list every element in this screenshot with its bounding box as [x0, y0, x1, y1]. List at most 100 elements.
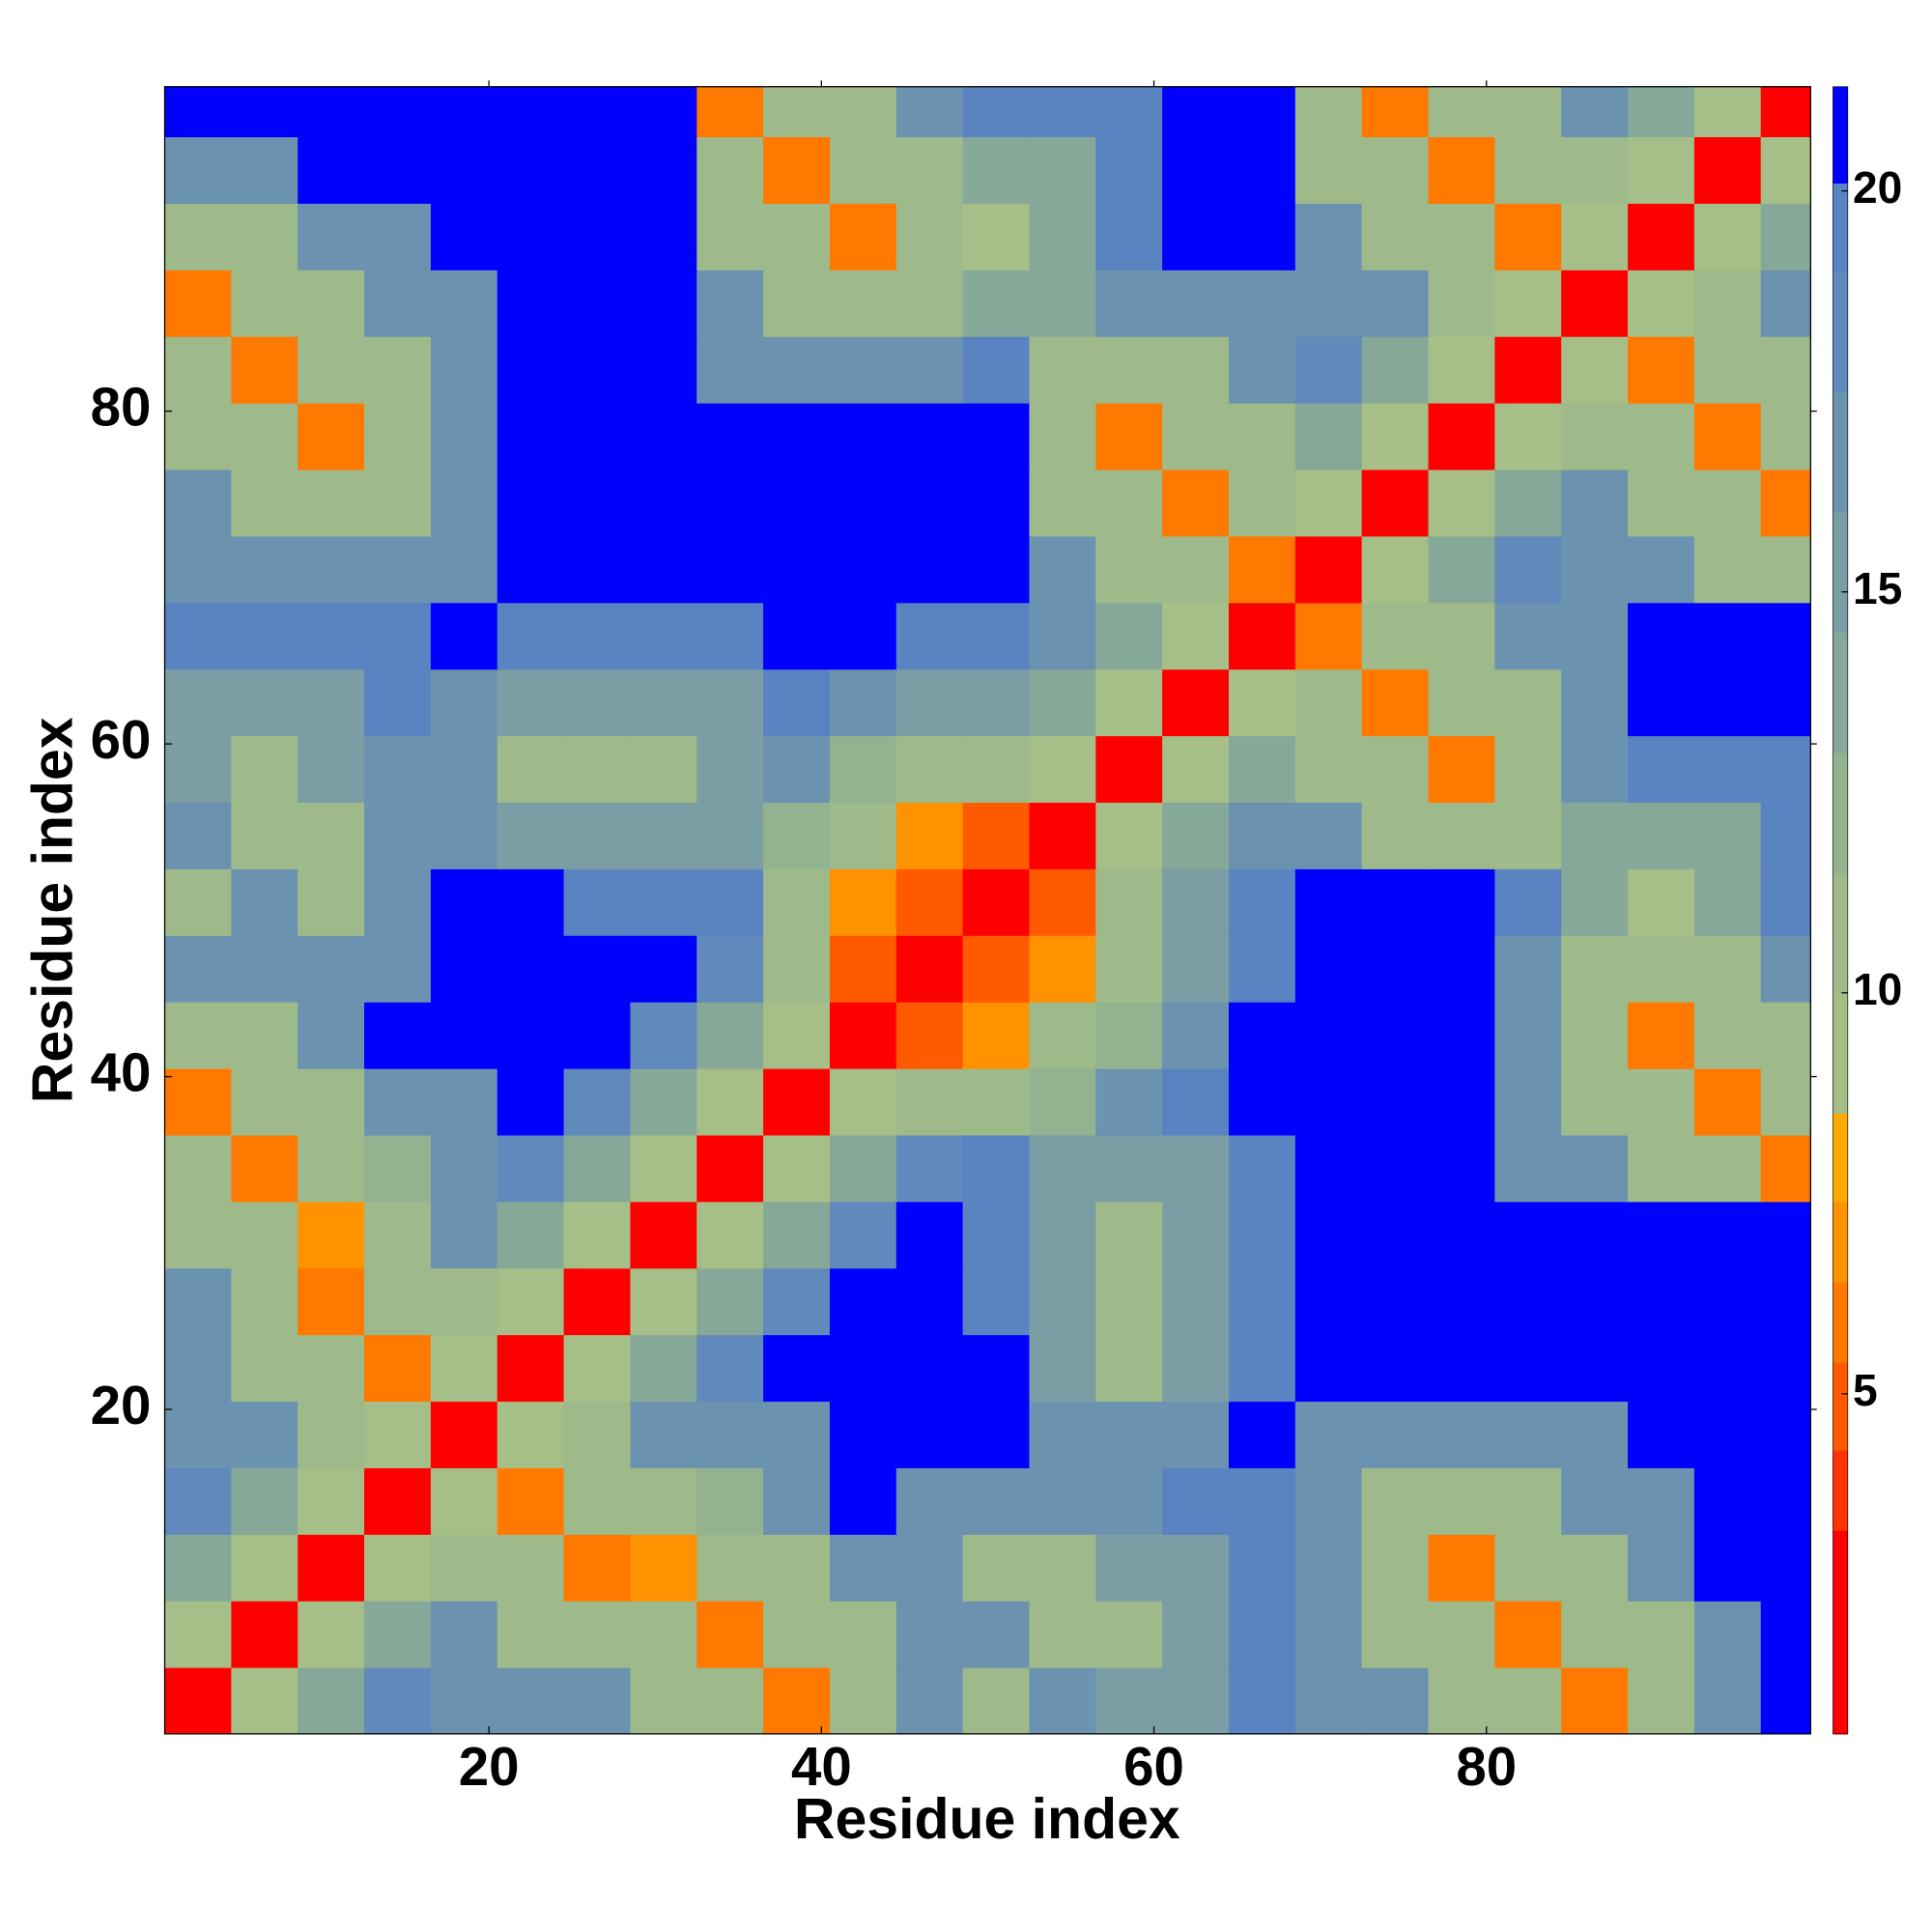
heatmap-cell	[696, 802, 764, 869]
heatmap-cell	[763, 1267, 831, 1336]
heatmap-cell	[895, 935, 964, 1003]
heatmap-cell	[1760, 1067, 1811, 1136]
heatmap-cell	[364, 402, 432, 470]
heatmap-cell	[829, 86, 897, 138]
heatmap-cell	[1693, 270, 1762, 337]
heatmap-cell	[1428, 270, 1495, 337]
heatmap-cell	[364, 535, 432, 604]
heatmap-cell	[430, 1067, 498, 1136]
heatmap-cell	[696, 735, 764, 803]
heatmap-cell	[895, 136, 964, 204]
heatmap-cell	[1428, 735, 1495, 803]
heatmap-cell	[563, 402, 632, 470]
heatmap-cell	[1628, 1401, 1695, 1468]
heatmap-cell	[1095, 1267, 1163, 1336]
heatmap-cell	[1561, 203, 1629, 270]
heatmap-cell	[430, 469, 498, 537]
heatmap-cell	[497, 1601, 565, 1668]
heatmap-cell	[497, 735, 565, 803]
heatmap-cell	[1294, 602, 1363, 670]
heatmap-cell	[962, 935, 1031, 1003]
heatmap-cell	[563, 602, 632, 670]
heatmap-cell	[1361, 668, 1430, 737]
heatmap-cell	[1494, 1401, 1562, 1468]
heatmap-cell	[829, 1467, 897, 1535]
heatmap-cell	[630, 270, 697, 337]
heatmap-cell	[430, 1601, 498, 1668]
heatmap-cell	[962, 802, 1031, 869]
heatmap-cell	[1029, 1067, 1096, 1136]
heatmap-cell	[1693, 1666, 1762, 1735]
heatmap-cell	[895, 469, 964, 537]
heatmap-cell	[696, 668, 764, 737]
heatmap-cell	[164, 1601, 232, 1668]
heatmap-cell	[1294, 802, 1363, 869]
heatmap-cell	[962, 1002, 1031, 1069]
heatmap-cell	[1561, 1002, 1629, 1069]
heatmap-cell	[1561, 1666, 1629, 1735]
heatmap-cell	[763, 1666, 831, 1735]
heatmap-cell	[829, 270, 897, 337]
heatmap-cell	[630, 1601, 697, 1668]
heatmap-cell	[630, 469, 697, 537]
heatmap-cell	[1228, 136, 1296, 204]
heatmap-cell	[1361, 1467, 1430, 1535]
heatmap-cell	[298, 336, 365, 404]
heatmap-cell	[364, 1267, 432, 1336]
heatmap-cell	[1561, 935, 1629, 1003]
heatmap-cell	[1294, 1067, 1363, 1136]
heatmap-cell	[430, 1201, 498, 1269]
heatmap-cell	[497, 270, 565, 337]
heatmap-cell	[1628, 1134, 1695, 1203]
heatmap-cell	[1693, 1067, 1762, 1136]
y-tick-label: 40	[91, 1041, 152, 1102]
heatmap-cell	[497, 86, 565, 138]
heatmap-cell	[1029, 1534, 1096, 1602]
colorbar-band	[1833, 391, 1848, 513]
heatmap-cell	[298, 1002, 365, 1069]
heatmap-cell	[430, 1534, 498, 1602]
heatmap-cell	[1628, 402, 1695, 470]
heatmap-cell	[1561, 802, 1629, 869]
heatmap-cell	[1693, 1201, 1762, 1269]
heatmap-cell	[962, 1201, 1031, 1269]
heatmap-cell	[1162, 602, 1230, 670]
heatmap-cell	[231, 1067, 298, 1136]
heatmap-cell	[1693, 935, 1762, 1003]
colorbar-tick-label: 15	[1853, 563, 1902, 613]
heatmap-cell	[1494, 1601, 1562, 1668]
heatmap-cell	[1760, 868, 1811, 936]
heatmap-cell	[1561, 136, 1629, 204]
heatmap-cell	[231, 935, 298, 1003]
heatmap-cell	[430, 602, 498, 670]
heatmap-cell	[696, 1601, 764, 1668]
heatmap-cell	[696, 535, 764, 604]
heatmap-cell	[895, 668, 964, 737]
heatmap-cell	[630, 802, 697, 869]
heatmap-cell	[1760, 602, 1811, 670]
heatmap-cell	[1628, 1002, 1695, 1069]
heatmap-cell	[298, 535, 365, 604]
heatmap-cell	[1561, 402, 1629, 470]
heatmap-cell	[430, 1467, 498, 1535]
heatmap-cell	[1294, 270, 1363, 337]
heatmap-cell	[1361, 203, 1430, 270]
heatmap-cell	[563, 1201, 632, 1269]
heatmap-cell	[763, 1467, 831, 1535]
heatmap-cell	[962, 735, 1031, 803]
heatmap-cell	[1428, 1534, 1495, 1602]
heatmap-cell	[696, 402, 764, 470]
heatmap-cell	[1029, 203, 1096, 270]
heatmap-cell	[696, 1067, 764, 1136]
heatmap-cell	[630, 402, 697, 470]
heatmap-cell	[1494, 868, 1562, 936]
heatmap-cell	[164, 668, 232, 737]
heatmap-cell	[1760, 935, 1811, 1003]
heatmap-cell	[497, 602, 565, 670]
heatmap-cell	[696, 1267, 764, 1336]
heatmap-cell	[1428, 1666, 1495, 1735]
heatmap-cell	[430, 802, 498, 869]
heatmap-cell	[1428, 935, 1495, 1003]
heatmap-cell	[1361, 735, 1430, 803]
heatmap-cell	[563, 136, 632, 204]
